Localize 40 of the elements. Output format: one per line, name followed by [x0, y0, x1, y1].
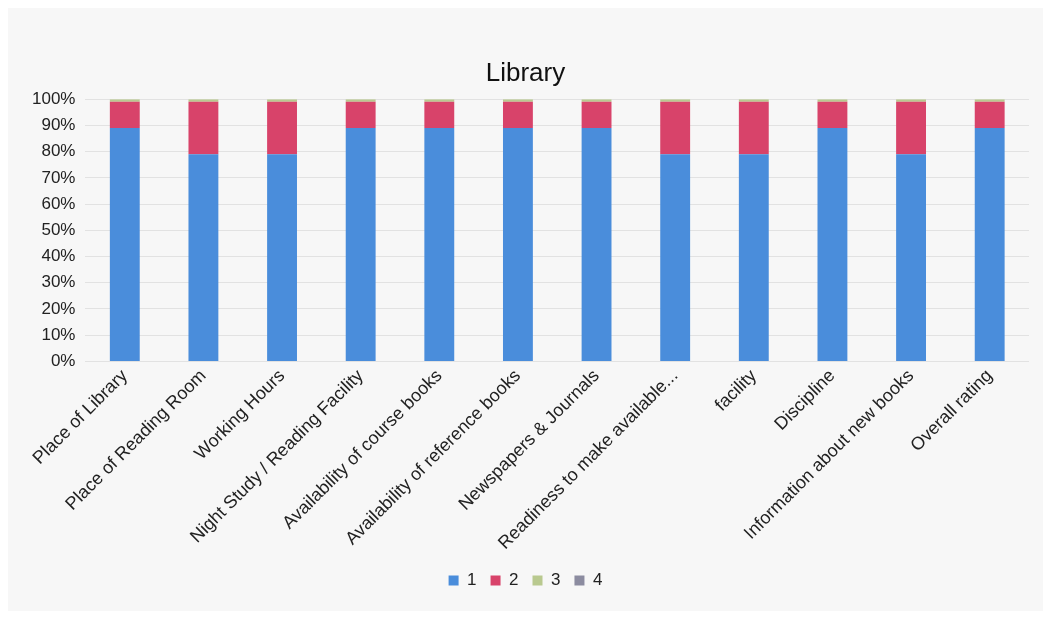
bar	[267, 154, 297, 361]
y-tick-label: 70%	[41, 167, 76, 187]
bar	[817, 128, 848, 361]
y-tick-label: 40%	[41, 246, 76, 266]
y-tick-label: 50%	[41, 219, 76, 239]
bar	[345, 101, 376, 129]
bar	[267, 101, 297, 155]
bar	[974, 101, 1005, 129]
legend-label: 4	[592, 570, 603, 590]
chart-title: Library	[485, 56, 566, 87]
bar	[581, 128, 612, 361]
y-tick-label: 100%	[32, 88, 76, 108]
bar	[188, 101, 219, 155]
bar	[502, 101, 533, 129]
y-tick-label: 30%	[41, 272, 76, 292]
y-tick-label: 90%	[41, 115, 76, 135]
legend-label: 1	[467, 570, 477, 590]
bar	[896, 101, 926, 155]
legend-label: 2	[509, 570, 519, 590]
bar	[109, 128, 140, 361]
bar	[109, 101, 140, 129]
bar	[424, 128, 455, 361]
bar	[581, 101, 612, 129]
bar	[660, 101, 691, 155]
bar	[345, 128, 376, 361]
bar	[896, 154, 926, 361]
bar	[738, 101, 769, 155]
bar	[817, 101, 848, 129]
bar	[738, 154, 769, 361]
y-tick-label: 60%	[41, 193, 76, 213]
bar	[974, 128, 1005, 361]
y-tick-label: 0%	[50, 351, 76, 371]
bar	[660, 154, 691, 361]
y-tick-label: 20%	[41, 298, 76, 318]
bar	[502, 128, 533, 361]
y-tick-label: 10%	[41, 324, 76, 344]
bar	[424, 101, 455, 129]
legend-label: 3	[551, 570, 561, 590]
bar	[188, 154, 219, 361]
y-tick-label: 80%	[41, 141, 76, 161]
